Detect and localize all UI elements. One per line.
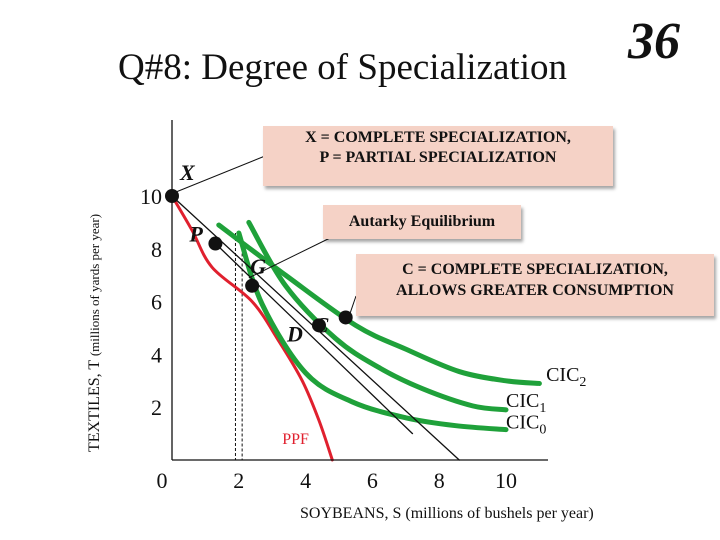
y-tick-label-4: 4	[151, 342, 162, 367]
slide-title: Q#8: Degree of Specialization	[118, 47, 567, 88]
curve-label-ppf: PPF	[282, 431, 309, 448]
series-cic1	[246, 219, 509, 413]
pointer-line-autarky	[248, 237, 331, 279]
pointer-line-complete	[349, 295, 357, 315]
point-label-d: D	[286, 321, 303, 346]
x-axis-label: SOYBEANS, S (millions of bushels per yea…	[300, 505, 594, 522]
point-label-x: X	[179, 160, 196, 185]
callout-specialization-line2: P = PARTIAL SPECIALIZATION	[319, 149, 557, 166]
point-label-c: C	[314, 312, 329, 337]
series-ppf	[170, 194, 334, 462]
point-d	[311, 318, 326, 333]
callout-complete-line1: C = COMPLETE SPECIALIZATION,	[402, 261, 668, 278]
x-tick-label-8: 8	[434, 468, 445, 493]
x-tick-label-0: 0	[157, 468, 168, 493]
point-label-p: P	[188, 222, 203, 247]
series-cic2	[216, 222, 542, 386]
y-tick-label-8: 8	[151, 237, 162, 262]
y-tick-label-2: 2	[151, 395, 162, 420]
series-trade-line-p	[214, 242, 414, 435]
callout-specialization-line1: X = COMPLETE SPECIALIZATION,	[305, 129, 571, 146]
slide-number: 36	[628, 13, 680, 70]
pointer-line-top-callout	[175, 155, 266, 193]
point-x	[165, 189, 179, 203]
x-tick-label-4: 4	[300, 468, 311, 493]
y-tick-label-6: 6	[151, 290, 162, 315]
curve-label-cic2: CIC2	[546, 364, 586, 390]
point-c	[338, 310, 353, 325]
x-tick-label-2: 2	[233, 468, 244, 493]
x-tick-label-6: 6	[367, 468, 378, 493]
point-label-g: G	[250, 254, 266, 279]
callout-autarky: Autarky Equilibrium	[323, 205, 521, 239]
callout-complete-specialization: C = COMPLETE SPECIALIZATION, ALLOWS GREA…	[356, 254, 714, 316]
y-tick-label-10: 10	[140, 184, 162, 209]
x-tick-label-10: 10	[495, 468, 517, 493]
series-cic0	[236, 230, 509, 433]
point-p	[208, 236, 223, 251]
point-g	[245, 278, 260, 293]
callout-complete-line2: ALLOWS GREATER CONSUMPTION	[396, 282, 674, 299]
callout-specialization: X = COMPLETE SPECIALIZATION, P = PARTIAL…	[263, 126, 613, 186]
